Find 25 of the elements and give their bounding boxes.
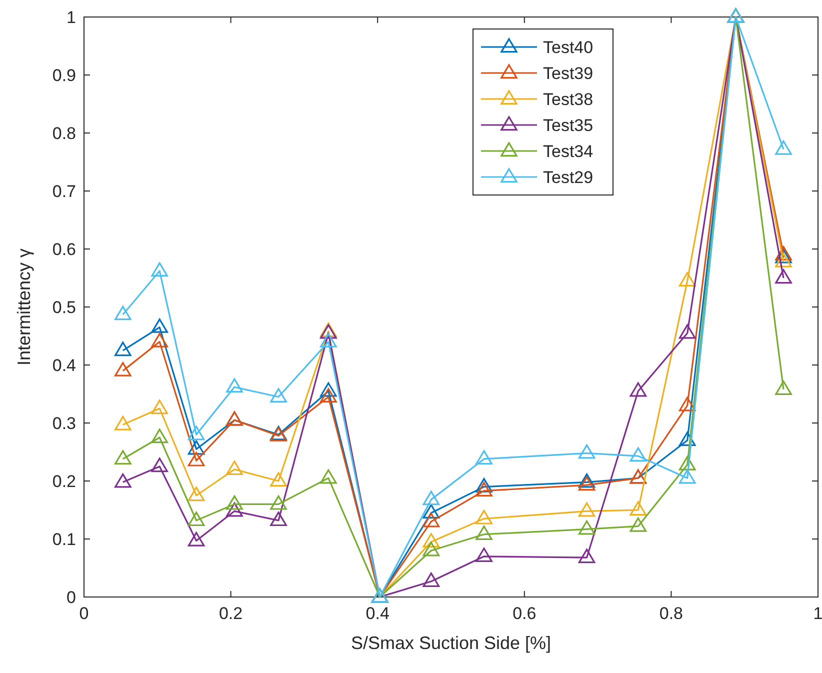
x-tick-label: 0.4 <box>366 604 390 623</box>
y-axis-title: Intermittency γ <box>14 248 34 366</box>
y-tick-label: 1 <box>66 8 76 27</box>
x-tick-label: 0.2 <box>218 604 243 623</box>
y-tick-label: 0 <box>66 588 76 607</box>
y-tick-label: 0.9 <box>52 66 76 85</box>
y-tick-label: 0.5 <box>52 298 76 317</box>
y-tick-label: 0.6 <box>52 240 76 259</box>
legend-label: Test39 <box>543 64 594 83</box>
y-tick-label: 0.4 <box>52 356 76 375</box>
legend-label: Test35 <box>543 116 594 135</box>
y-tick-label: 0.8 <box>52 124 76 143</box>
x-axis-title: S/Smax Suction Side [%] <box>350 633 552 653</box>
legend-label: Test34 <box>543 142 594 161</box>
x-tick-label: 0.8 <box>659 604 684 623</box>
y-tick-label: 0.3 <box>52 414 76 433</box>
y-tick-label: 0.7 <box>52 182 76 201</box>
x-tick-label: 0 <box>79 604 89 623</box>
x-tick-label: 0.6 <box>512 604 536 623</box>
x-tick-label: 1 <box>813 604 822 623</box>
y-tick-label: 0.1 <box>52 530 76 549</box>
legend-label: Test29 <box>543 168 594 187</box>
legend-label: Test40 <box>543 38 594 57</box>
y-tick-label: 0.2 <box>52 472 76 491</box>
legend-label: Test38 <box>543 90 594 109</box>
